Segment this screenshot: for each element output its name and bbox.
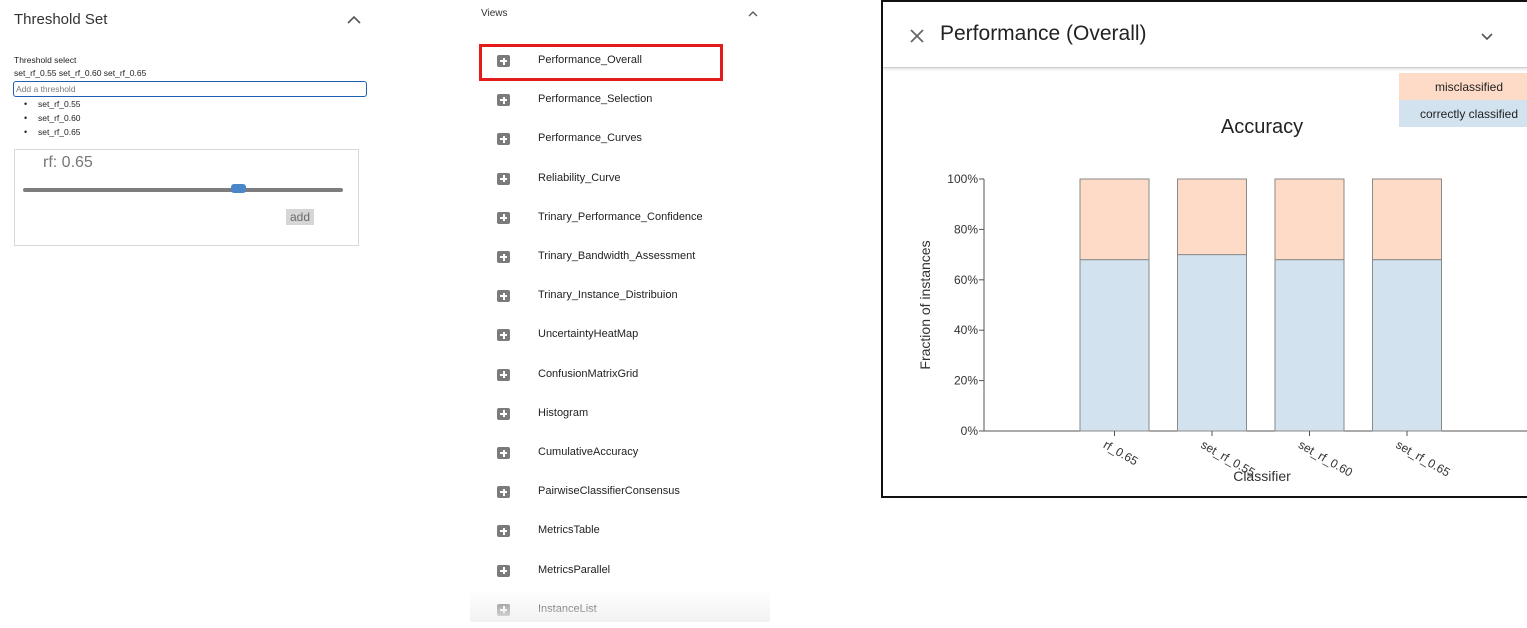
bar-segment-misclassified xyxy=(1079,178,1150,261)
performance-overall-card: Performance (Overall) Accuracy 0% 20% 40% 60… xyxy=(881,0,1527,498)
view-item-label: Trinary_Bandwidth_Assessment xyxy=(538,250,696,262)
bar-segment-misclassified xyxy=(1177,178,1247,256)
view-item-label: Performance_Selection xyxy=(538,93,653,106)
view-item-metricstable[interactable]: MetricsTable xyxy=(480,515,720,549)
plus-square-icon[interactable] xyxy=(497,55,510,67)
x-axis-label: Classifier xyxy=(1233,468,1291,484)
bar-segment-correctly-classified xyxy=(1274,259,1345,432)
accuracy-chart: Accuracy 0% 20% 40% 60% 80% 100% Fraction of in… xyxy=(917,73,1527,484)
view-item-label: Performance_Overall xyxy=(538,54,642,66)
threshold-list-item: set_rf_0.65 xyxy=(24,125,81,139)
view-item-reliability-curve[interactable]: Reliability_Curve xyxy=(480,163,720,197)
view-item-label: MetricsTable xyxy=(538,524,600,537)
view-item-cumulativeaccuracy[interactable]: CumulativeAccuracy xyxy=(480,437,720,471)
view-item-label: Reliability_Curve xyxy=(538,171,621,184)
view-item-trinary-performance-confidence[interactable]: Trinary_Performance_Confidence xyxy=(480,202,720,236)
view-item-histogram[interactable]: Histogram xyxy=(480,398,720,432)
threshold-list-item: set_rf_0.55 xyxy=(24,97,81,111)
plus-square-icon[interactable] xyxy=(497,329,510,342)
view-item-label: Trinary_Performance_Confidence xyxy=(538,210,703,223)
plus-square-icon[interactable] xyxy=(497,603,510,616)
plus-square-icon[interactable] xyxy=(497,133,510,146)
y-tick-label: 20% xyxy=(954,374,978,388)
view-item-trinary-bandwidth-assessment[interactable]: Trinary_Bandwidth_Assessment xyxy=(480,241,720,275)
view-item-performance-overall[interactable]: Performance_Overall xyxy=(480,45,720,79)
card-header: Performance (Overall) xyxy=(883,2,1527,68)
y-tick-label: 100% xyxy=(947,172,978,186)
x-tick-label: rf_0.65 xyxy=(1101,437,1141,468)
slider-handle[interactable] xyxy=(231,184,246,193)
view-item-pairwiseclassifierconsensus[interactable]: PairwiseClassifierConsensus xyxy=(480,476,720,510)
view-item-trinary-instance-distribuion[interactable]: Trinary_Instance_Distribuion xyxy=(480,280,720,314)
view-item-performance-selection[interactable]: Performance_Selection xyxy=(480,84,720,118)
view-item-label: MetricsParallel xyxy=(538,563,611,576)
y-tick-label: 0% xyxy=(961,424,979,438)
plus-square-icon[interactable] xyxy=(497,211,510,224)
views-panel: Views Performance_Overall Performance_Sel… xyxy=(470,0,770,622)
card-title: Performance (Overall) xyxy=(940,22,1147,45)
plus-square-icon[interactable] xyxy=(497,94,510,107)
legend-label: correctly classified xyxy=(1420,107,1518,121)
view-item-uncertaintyheatmap[interactable]: UncertaintyHeatMap xyxy=(480,319,720,353)
bar-segment-misclassified xyxy=(1274,178,1345,261)
bar-segment-misclassified xyxy=(1372,178,1442,261)
threshold-set-panel: Threshold Set Threshold select set_rf_0.… xyxy=(0,0,380,260)
view-item-label: ConfusionMatrixGrid xyxy=(538,367,639,380)
y-tick-label: 40% xyxy=(954,323,978,337)
close-icon[interactable] xyxy=(908,27,926,45)
add-threshold-button[interactable]: add xyxy=(286,209,315,225)
plus-square-icon[interactable] xyxy=(497,447,510,459)
plus-square-icon[interactable] xyxy=(497,486,510,499)
view-item-label: InstanceList xyxy=(538,602,597,615)
views-title: Views xyxy=(481,8,508,19)
view-item-label: UncertaintyHeatMap xyxy=(538,328,639,341)
y-tick-label: 80% xyxy=(954,222,978,236)
view-item-instancelist[interactable]: InstanceList xyxy=(480,594,720,628)
plus-square-icon[interactable] xyxy=(497,407,510,420)
view-item-label: PairwiseClassifierConsensus xyxy=(538,485,680,498)
selected-view-highlight xyxy=(479,44,723,81)
slider-value-label: rf: 0.65 xyxy=(43,154,93,171)
threshold-set-title: Threshold Set xyxy=(14,11,108,28)
threshold-list-item: set_rf_0.60 xyxy=(24,111,81,125)
plus-square-icon[interactable] xyxy=(497,290,510,303)
view-item-metricsparallel[interactable]: MetricsParallel xyxy=(480,555,720,589)
y-tick-label: 60% xyxy=(954,273,978,287)
threshold-slider-box: rf: 0.65 add xyxy=(14,149,359,246)
view-item-confusionmatrixgrid[interactable]: ConfusionMatrixGrid xyxy=(480,359,720,393)
chevron-down-icon[interactable] xyxy=(1479,28,1495,44)
view-item-label: Trinary_Instance_Distribuion xyxy=(538,289,678,302)
threshold-list: set_rf_0.55 set_rf_0.60 set_rf_0.65 xyxy=(24,97,81,139)
add-threshold-input[interactable] xyxy=(13,81,367,97)
threshold-select-label: Threshold select xyxy=(14,55,77,65)
view-item-label: Histogram xyxy=(538,406,589,419)
bar-segment-correctly-classified xyxy=(1372,259,1442,432)
x-tick-label: set_rf_0.60 xyxy=(1296,437,1355,479)
bar-segment-correctly-classified xyxy=(1177,254,1247,432)
bar-segment-correctly-classified xyxy=(1079,259,1150,432)
plus-square-icon[interactable] xyxy=(497,525,510,538)
legend-swatch xyxy=(1399,73,1527,100)
slider-track[interactable] xyxy=(23,188,343,192)
plus-square-icon[interactable] xyxy=(497,368,510,381)
plus-square-icon[interactable] xyxy=(497,564,510,577)
plus-square-icon[interactable] xyxy=(497,172,510,185)
y-axis-label: Fraction of instances xyxy=(917,240,933,369)
view-item-label: Performance_Curves xyxy=(538,132,642,145)
threshold-selected-summary: set_rf_0.55 set_rf_0.60 set_rf_0.65 xyxy=(14,68,147,78)
chevron-up-icon[interactable] xyxy=(345,11,363,29)
chart-title: Accuracy xyxy=(1221,116,1303,138)
view-item-label: CumulativeAccuracy xyxy=(538,446,639,458)
x-tick-label: set_rf_0.65 xyxy=(1394,437,1453,479)
plus-square-icon[interactable] xyxy=(497,251,510,263)
legend-swatch xyxy=(1399,100,1527,127)
view-item-performance-curves[interactable]: Performance_Curves xyxy=(480,123,720,157)
chevron-up-icon[interactable] xyxy=(746,7,760,21)
legend-label: misclassified xyxy=(1435,80,1503,94)
